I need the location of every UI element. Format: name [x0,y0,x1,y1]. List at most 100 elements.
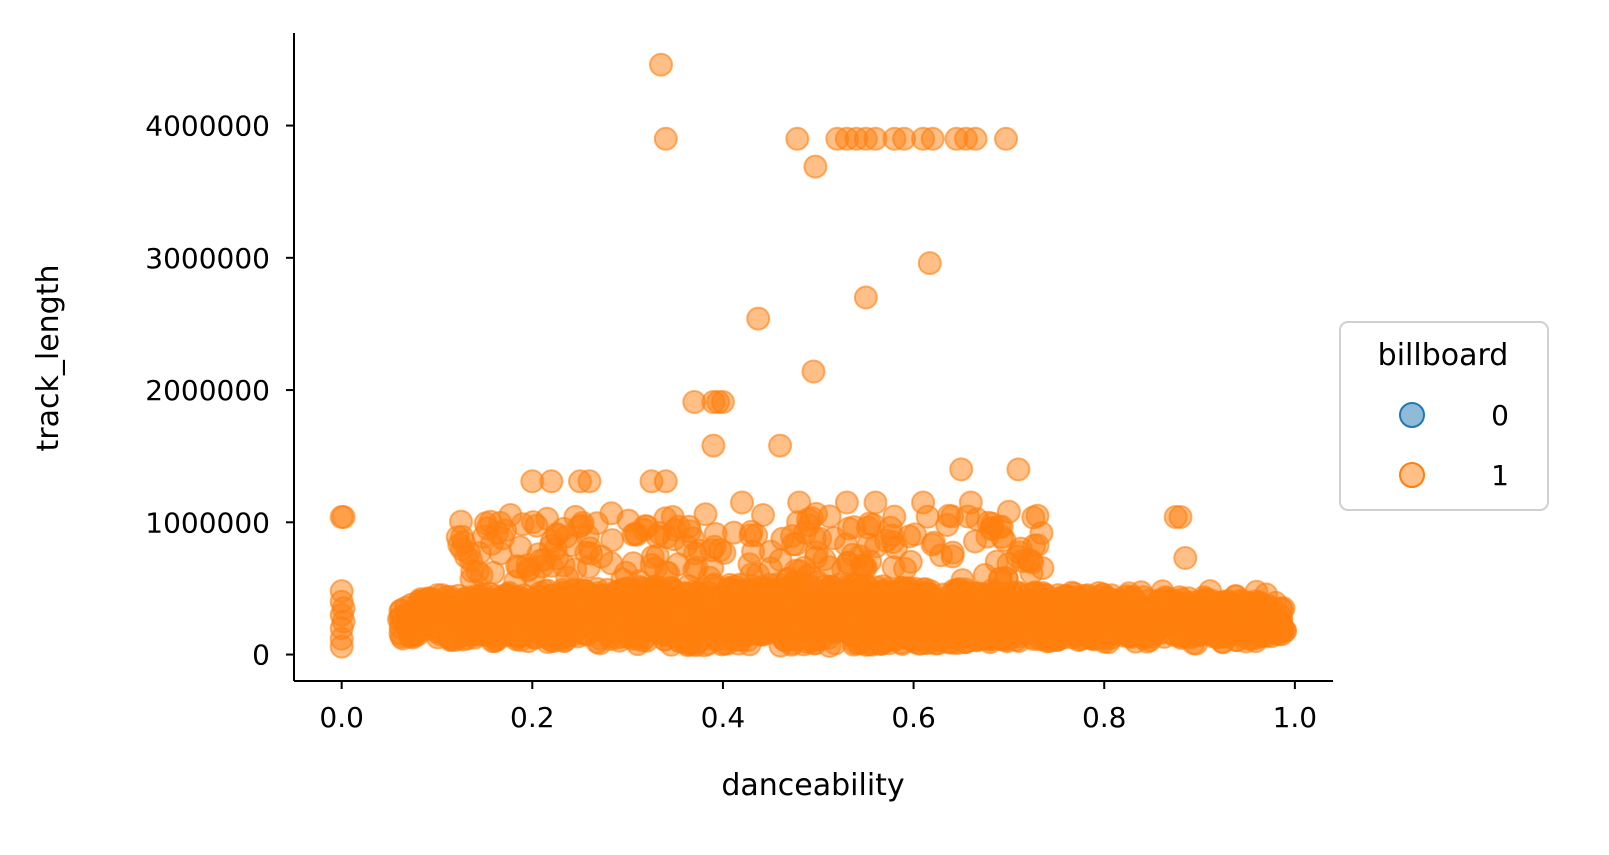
data-point [1127,612,1152,637]
data-point [945,587,970,612]
data-point [911,490,936,515]
x-tick-label: 0.8 [1082,701,1127,734]
data-point [958,490,983,515]
data-point [746,562,770,587]
data-point [783,627,808,652]
data-point [788,597,813,622]
data-point [794,565,819,589]
data-point [803,154,828,179]
x-axis-title: danceability [721,768,904,803]
data-point [533,599,558,624]
data-point [720,609,745,634]
data-point [636,614,661,639]
data-point [849,630,874,655]
legend-marker-0 [1399,402,1425,428]
data-point [785,126,810,151]
data-point [1019,625,1044,650]
data-point [599,501,624,526]
data-point [996,499,1021,524]
data-point [607,601,632,626]
data-point [723,579,748,603]
data-point [647,521,672,545]
data-point [834,532,858,557]
data-point [897,524,922,549]
data-point [949,457,974,482]
data-point [861,512,886,537]
x-tick-label: 0.4 [701,701,746,734]
y-tick-label: 1000000 [145,506,270,539]
data-point [994,126,1018,151]
data-point [853,584,877,609]
data-point [710,390,735,414]
data-point [787,490,812,515]
data-point [667,623,691,648]
data-point [1088,604,1113,629]
data-point [1010,549,1035,574]
data-point [610,567,635,592]
data-point [994,627,1019,652]
data-point [584,576,609,601]
data-point [781,532,806,557]
y-tick-label: 0 [252,639,270,672]
data-point [647,587,672,612]
data-point [708,538,733,563]
data-point [746,306,771,331]
data-point [653,469,678,494]
data-point [895,626,920,651]
data-point [751,503,775,527]
data-point [821,591,845,616]
legend-marker-1 [1399,462,1425,488]
data-point [1099,621,1124,646]
y-ticks: 0 1000000 2000000 3000000 4000000 [145,110,294,672]
data-point [921,606,946,631]
data-point [938,629,963,654]
data-point [625,632,650,657]
data-point [552,613,577,638]
y-tick-label: 4000000 [145,110,270,143]
data-point [917,251,942,276]
data-point [920,126,945,151]
data-point [1210,629,1235,654]
data-point [802,526,827,550]
data-point [568,591,592,616]
data-point [1003,604,1028,629]
data-point [1173,546,1198,570]
data-point [579,616,604,641]
data-point [1194,588,1219,613]
data-point [439,595,463,620]
data-point [812,547,837,572]
data-point [551,516,576,541]
data-point [450,524,475,549]
x-ticks: 0.0 0.2 0.4 0.6 0.8 1.0 [319,681,1317,734]
data-point [808,627,833,652]
data-point [1048,605,1073,630]
data-point [869,608,894,633]
data-point [677,514,701,539]
data-point [994,565,1019,590]
data-point [801,359,826,384]
legend-frame [1339,321,1549,511]
x-tick-label: 1.0 [1273,701,1318,734]
data-point [493,518,518,543]
data-point [1025,503,1050,528]
legend-title: billboard [1378,338,1509,373]
data-point [739,621,764,646]
data-point [524,513,549,538]
data-point [521,564,546,589]
data-point [577,469,602,494]
data-point [744,523,769,548]
data-point [693,502,718,527]
data-point [799,506,824,531]
data-point [408,614,433,639]
data-point [576,554,601,579]
data-point [701,433,726,458]
data-point [898,549,923,574]
x-tick-label: 0.0 [319,701,364,734]
data-point [1244,579,1269,604]
data-point [1168,505,1193,529]
data-point [668,600,693,625]
data-point [709,632,734,657]
data-point [743,599,768,624]
data-point [1006,457,1031,482]
